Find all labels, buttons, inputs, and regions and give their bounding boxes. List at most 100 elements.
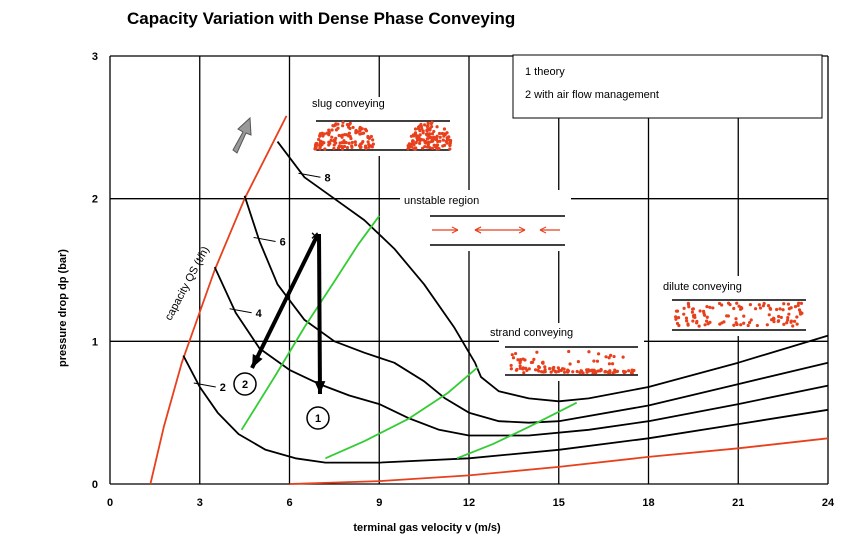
particle [798,312,803,316]
particle [536,368,540,372]
particle [426,143,430,147]
particle [332,146,336,151]
particle [575,369,579,374]
particle [355,130,359,134]
marker-label: 1 [315,413,321,425]
curve-label-leader [253,236,276,242]
particle [342,144,347,149]
particle [444,139,448,144]
particle [442,127,447,131]
plot-area: 2 4 6 8 × 1 2 [149,115,829,485]
x-tick-label: 0 [107,497,113,509]
particle [630,370,634,375]
particle [340,147,345,151]
x-tick-label: 18 [642,497,654,509]
particle [448,143,452,148]
curve-label: 4 [256,308,263,320]
particle [337,133,341,138]
particle [514,351,518,356]
particle [607,362,612,366]
particle [787,307,791,311]
series-line [243,195,829,424]
particle [622,370,626,374]
curve-label-leader [298,172,321,178]
particle [437,131,442,136]
particle [327,143,331,147]
particle [556,366,560,370]
particle [610,362,615,366]
particle [336,146,341,150]
particle [592,369,596,373]
particle [336,126,340,130]
particle [541,360,545,365]
particle [425,137,429,141]
y-tick-label: 3 [92,51,98,63]
trend-arrow [232,116,252,154]
particle [708,305,712,309]
particle [359,142,363,146]
particle [726,301,731,305]
particle [334,122,338,126]
particle [567,349,571,354]
start-mark: × [311,228,319,243]
particle [369,144,373,148]
particle [737,304,741,308]
particle [440,131,444,136]
particle [787,312,791,316]
particle [609,353,613,357]
particle [442,143,447,147]
particle [358,126,362,131]
particle [407,142,411,146]
particle [691,313,696,318]
particle [344,140,348,145]
particle [548,367,552,371]
particle [742,314,746,318]
annotation: slug conveying [312,98,385,110]
annotation: strand conveying [490,327,573,339]
particle [521,367,525,371]
particle [353,140,357,144]
particle [527,367,531,371]
curve-label-leader [193,382,216,388]
particle [684,316,689,320]
particle [414,141,418,145]
y-tick-label: 1 [92,336,98,348]
legend-text: 1 theory [525,66,565,78]
particle [775,307,779,312]
particle [778,307,782,311]
particle [691,307,695,311]
particle [786,302,791,306]
particle [571,370,575,374]
particle [682,306,686,310]
particle [758,306,763,310]
series-line [456,401,578,460]
particle [366,140,370,144]
particle [351,125,355,130]
particle [585,368,589,372]
particle [753,307,758,311]
particle [576,360,580,364]
process-arrow-head [252,354,263,368]
particle [627,369,631,373]
particle [748,303,752,307]
particle [595,359,600,363]
particle [529,360,534,365]
particle [613,370,617,374]
particle [772,320,776,324]
curve-label: 8 [324,172,330,184]
particle [599,368,603,372]
particle [413,131,418,135]
particle [690,310,695,314]
particle [621,355,625,359]
particle [314,147,318,151]
particle [782,322,786,326]
particle [612,354,616,359]
particle [708,320,712,324]
particle [682,312,686,316]
particle [676,316,681,320]
series-line [149,115,288,485]
particle [418,129,422,133]
series-line [182,355,829,464]
particle [592,359,596,363]
